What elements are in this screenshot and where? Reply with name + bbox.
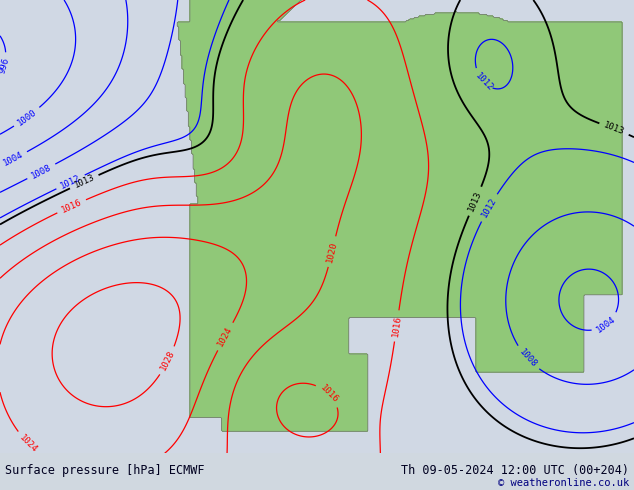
Text: 996: 996 [0,56,11,74]
Text: 1024: 1024 [18,433,39,454]
Text: 1013: 1013 [602,121,626,137]
Text: 1012: 1012 [59,173,82,191]
Text: 1016: 1016 [60,197,83,215]
Text: 1008: 1008 [517,347,538,369]
Text: 1020: 1020 [325,240,339,263]
Text: 1028: 1028 [159,349,177,372]
Text: 1004: 1004 [1,150,25,168]
Text: Surface pressure [hPa] ECMWF: Surface pressure [hPa] ECMWF [5,464,205,477]
Text: 1013: 1013 [72,173,96,190]
Text: 1016: 1016 [391,315,403,337]
Text: 1008: 1008 [30,163,53,180]
Text: © weatheronline.co.uk: © weatheronline.co.uk [498,478,629,488]
Text: 1024: 1024 [216,325,235,348]
Text: 1012: 1012 [473,71,495,93]
Text: 1013: 1013 [467,190,484,213]
Text: Th 09-05-2024 12:00 UTC (00+204): Th 09-05-2024 12:00 UTC (00+204) [401,464,629,477]
Text: 1016: 1016 [318,384,340,405]
Text: 1012: 1012 [480,196,498,219]
Text: 1000: 1000 [16,107,38,127]
Text: 1004: 1004 [595,315,618,334]
